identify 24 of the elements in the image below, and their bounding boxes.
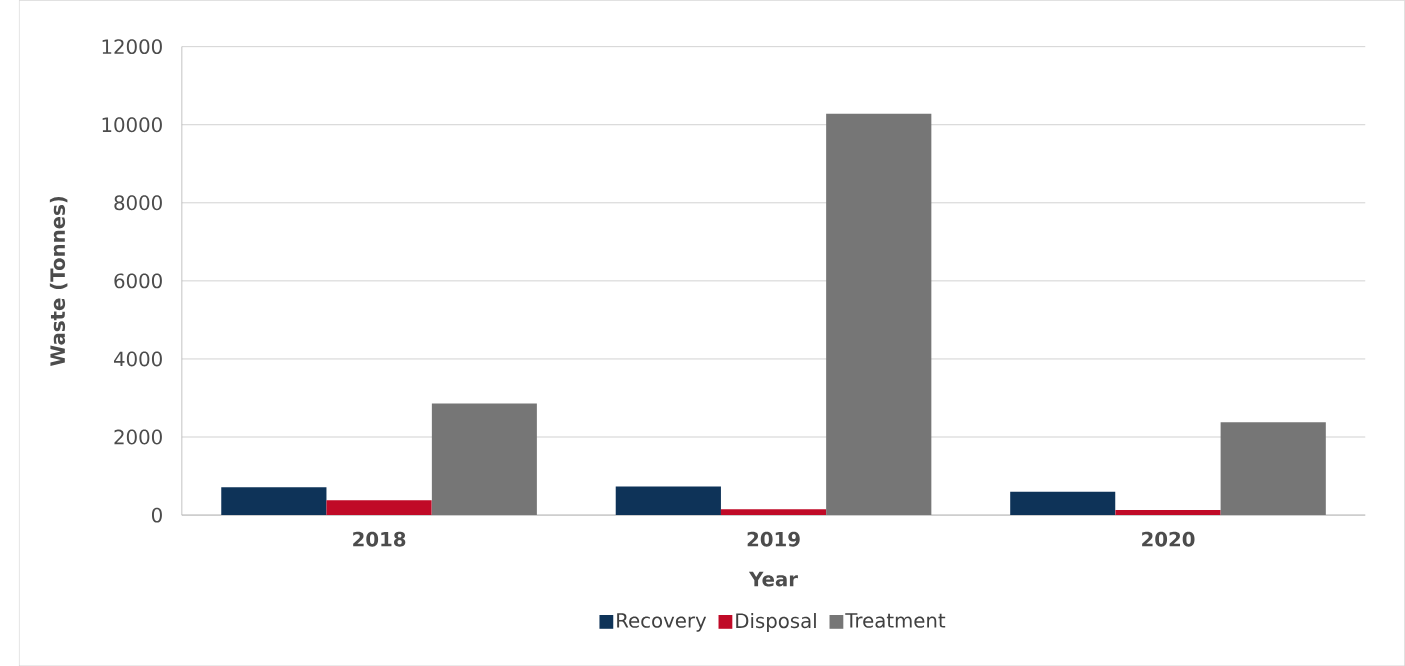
bar (1010, 491, 1116, 515)
bar (431, 403, 537, 515)
y-tick-label: 6000 (114, 273, 162, 289)
legend-label: Treatment (845, 613, 946, 628)
y-axis-title: Waste (Tonnes) (49, 196, 68, 366)
bar (720, 509, 827, 515)
bar (826, 113, 932, 515)
bar (1220, 422, 1326, 515)
bar (1115, 509, 1221, 515)
legend-label: Disposal (736, 612, 816, 632)
legend-label: Recovery (617, 613, 707, 632)
y-tick-label: 10000 (102, 117, 162, 133)
bar (326, 500, 432, 515)
bar (221, 487, 327, 515)
y-tick-label: 8000 (114, 195, 162, 211)
x-tick-label: 2019 (747, 531, 800, 547)
y-tick-label: 4000 (113, 351, 162, 367)
x-tick-label: 2018 (353, 531, 406, 547)
y-tick-label: 2000 (114, 429, 162, 445)
y-tick-label: 0 (151, 507, 162, 523)
bar (615, 486, 721, 515)
x-tick-label: 2020 (1142, 531, 1195, 547)
y-tick-label: 12000 (102, 39, 162, 54)
x-axis-title: Year (748, 571, 798, 587)
